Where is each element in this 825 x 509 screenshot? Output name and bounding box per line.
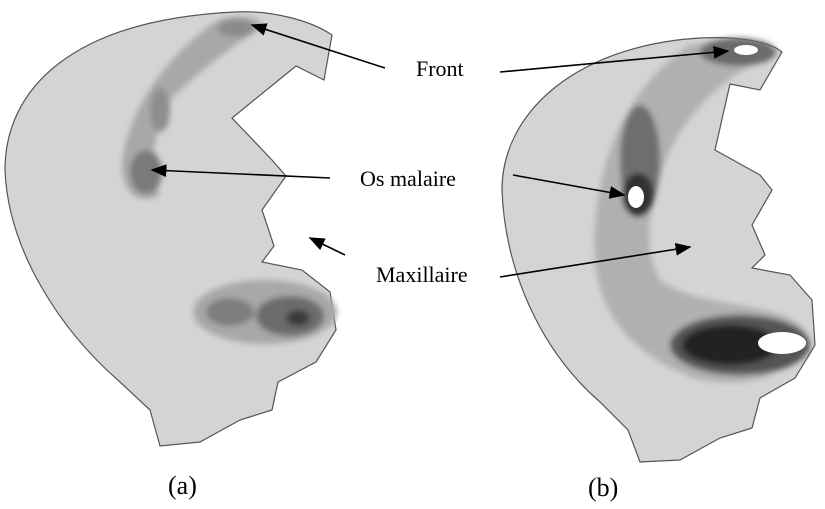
page: Front Os malaire Maxillaire (a) (b) (() … — [0, 0, 825, 509]
label-os-malaire: Os malaire — [360, 166, 456, 191]
caption-a: (a) — [168, 471, 197, 500]
head-b — [502, 38, 815, 462]
figure: Front Os malaire Maxillaire (a) (b) — [0, 0, 825, 504]
head-a — [5, 12, 337, 446]
label-front: Front — [416, 56, 464, 81]
label-maxillaire: Maxillaire — [376, 262, 468, 287]
caption-b: (b) — [588, 473, 618, 502]
